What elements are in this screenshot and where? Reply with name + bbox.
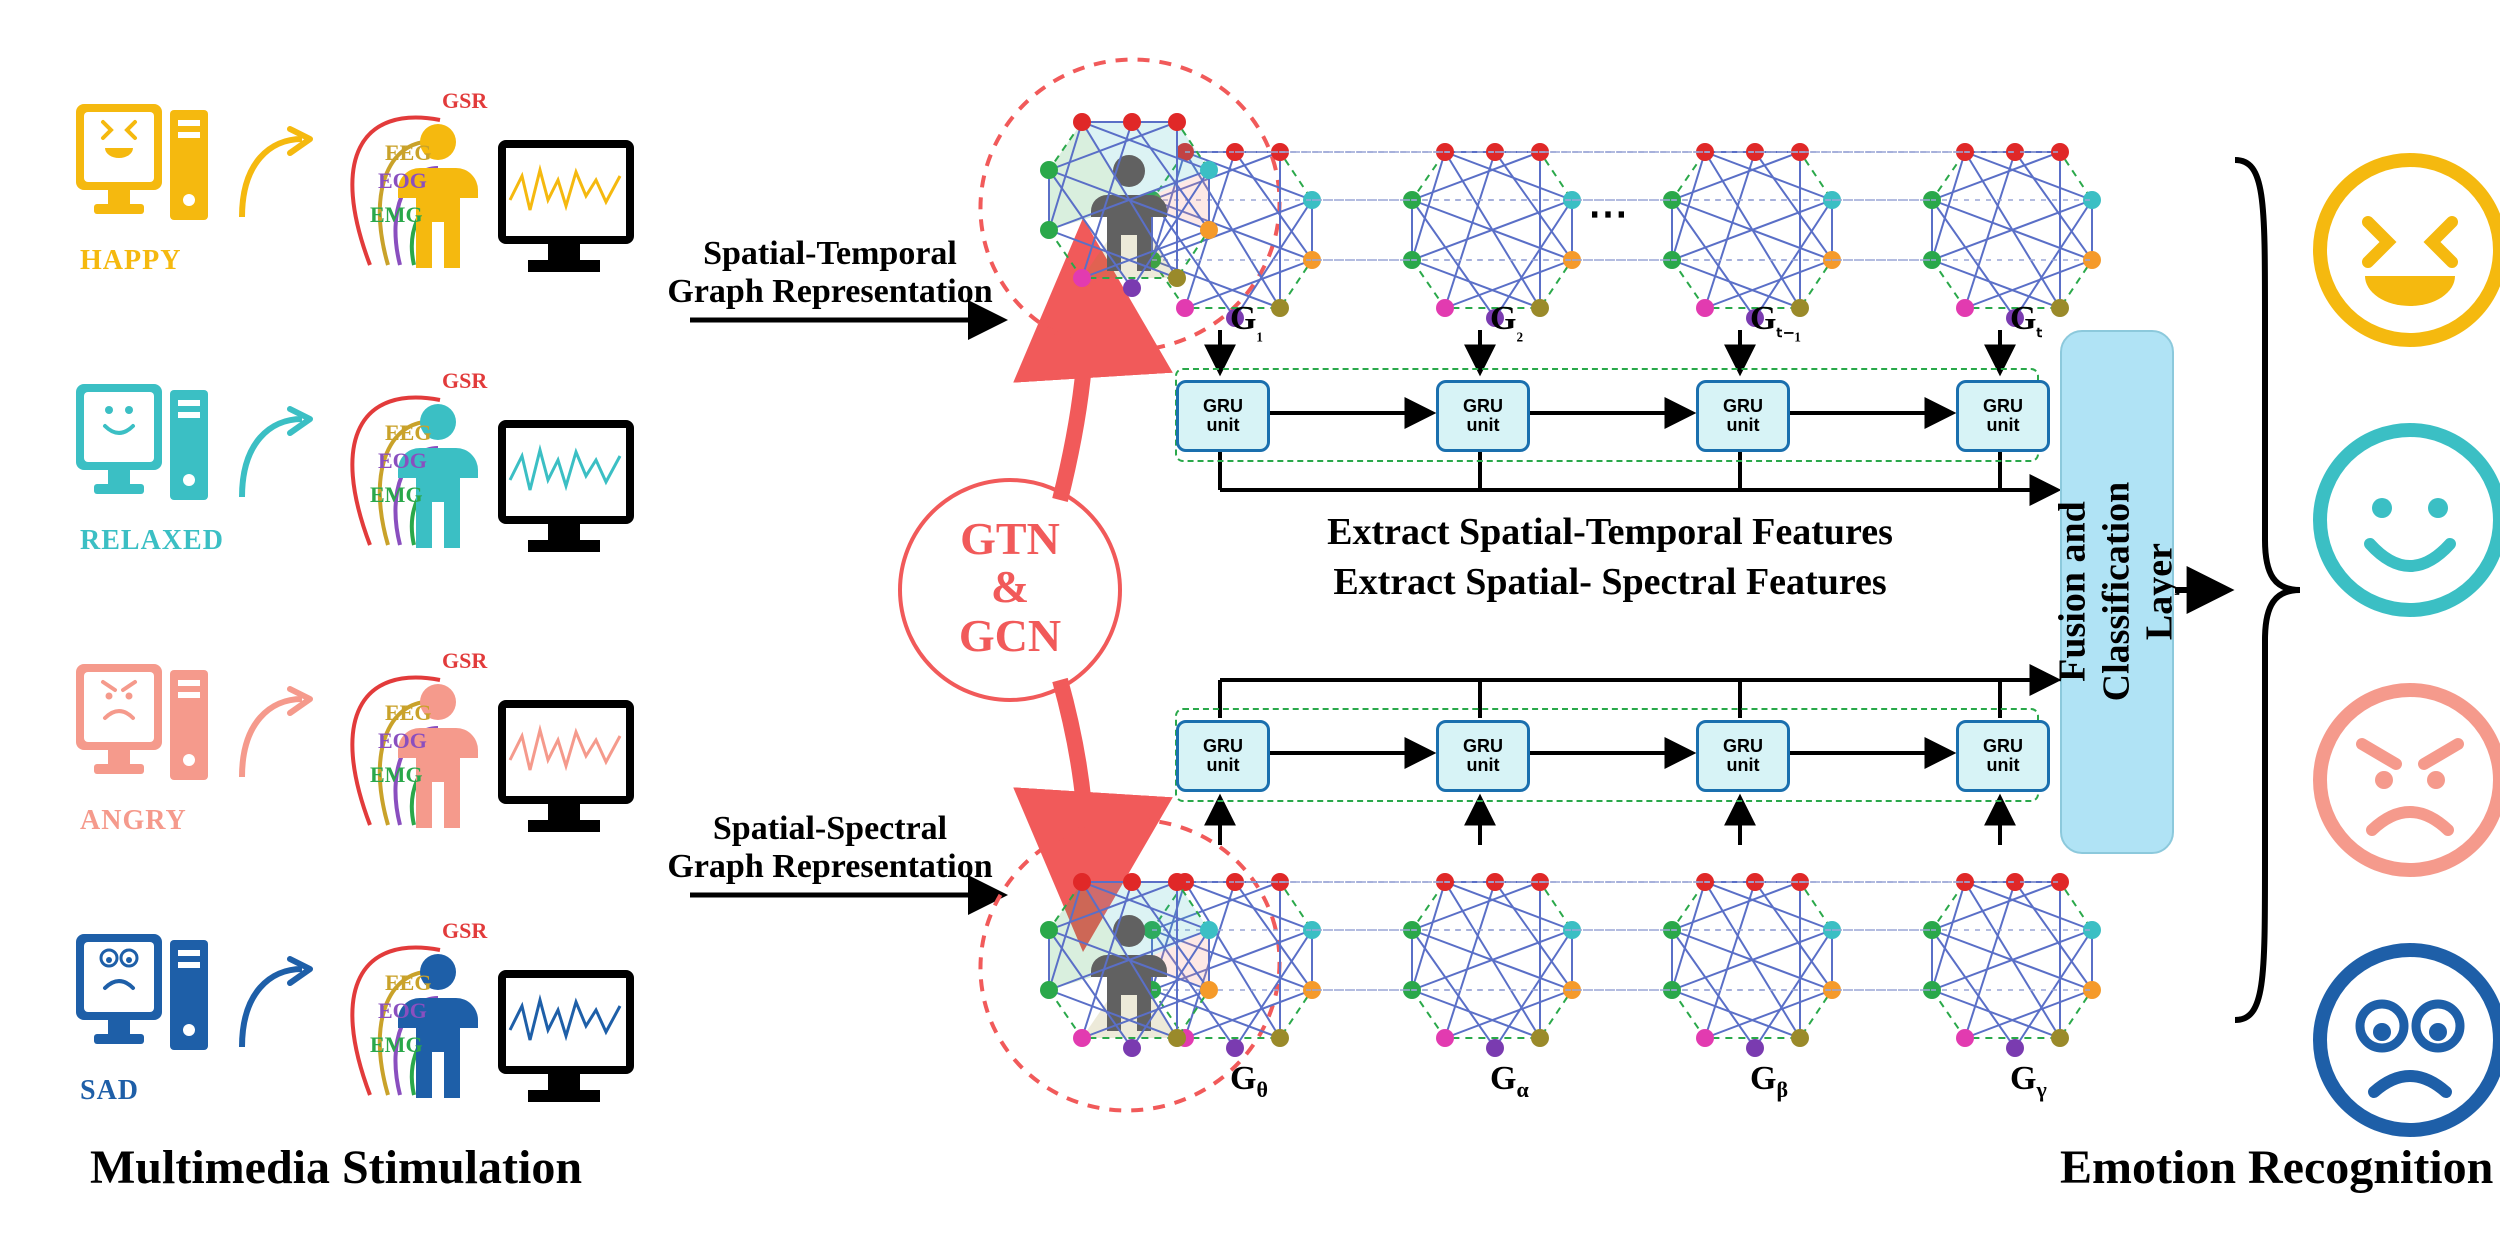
person-graph-bottom [1025,860,1235,1075]
gru-unit: GRUunit [1436,380,1530,452]
output-emoji-angry [2310,680,2500,885]
gru-unit: GRUunit [1696,720,1790,792]
output-emoji-sad [2310,940,2500,1145]
output-emoji-relaxed [2310,420,2500,625]
graph-label: Gβ [1750,1060,1788,1103]
gru-unit: GRUunit [1696,380,1790,452]
gru-unit: GRUunit [1436,720,1530,792]
graph-label: Gγ [2010,1060,2047,1103]
gru-unit: GRUunit [1176,720,1270,792]
right-section-title: Emotion Recognition [2060,1140,2493,1195]
fusion-label: Fusion and Classification Layer [2051,482,2182,702]
graph-label: Gθ [1230,1060,1268,1103]
fusion-classification-box: Fusion and Classification Layer [2060,330,2174,854]
output-emoji-happy [2310,150,2500,355]
graph-label: G₂ [1490,300,1523,343]
graph-label: Gα [1490,1060,1529,1103]
gru-unit: GRUunit [1956,380,2050,452]
graph-label: Gₜ [2010,300,2043,343]
graph-label: Gₜ₋₁ [1750,300,1801,343]
person-graph-top [1025,100,1235,315]
gru-unit: GRUunit [1176,380,1270,452]
gru-unit: GRUunit [1956,720,2050,792]
